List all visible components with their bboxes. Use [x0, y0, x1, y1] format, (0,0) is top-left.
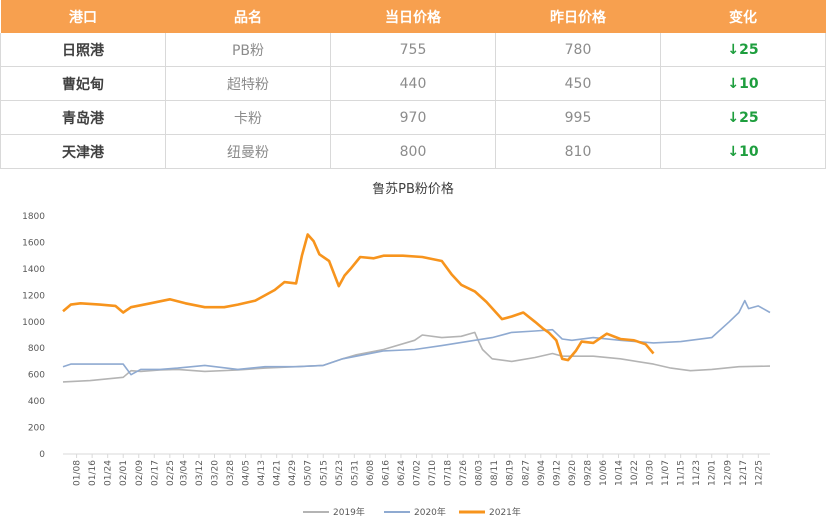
price-table: 港口 品名 当日价格 昨日价格 变化 日照港 PB粉 755 780 ↓25 曹…: [0, 0, 826, 169]
header-change: 变化: [660, 0, 826, 33]
legend-label: 2020年: [414, 506, 446, 518]
x-tick-label: 10/22: [630, 460, 640, 486]
cell-port: 日照港: [0, 33, 166, 67]
cell-change: ↓10: [660, 134, 826, 169]
cell-today: 800: [330, 134, 496, 169]
x-tick-label: 08/11: [490, 460, 500, 486]
y-tick-label: 1800: [22, 212, 45, 222]
cell-port: 曹妃甸: [0, 66, 166, 101]
x-tick-label: 09/04: [537, 460, 547, 486]
y-tick-label: 1200: [22, 291, 45, 301]
cell-port: 天津港: [0, 134, 166, 169]
header-port: 港口: [0, 0, 166, 33]
x-tick-label: 03/20: [211, 460, 221, 486]
x-tick-label: 08/03: [475, 460, 485, 486]
cell-yesterday: 450: [495, 66, 661, 101]
cell-today: 440: [330, 66, 496, 101]
y-tick-label: 1400: [22, 265, 45, 275]
table-row: 日照港 PB粉 755 780 ↓25: [0, 33, 826, 67]
x-tick-label: 07/18: [444, 460, 454, 486]
cell-product: 卡粉: [165, 100, 331, 135]
legend-label: 2019年: [333, 506, 365, 518]
x-tick-label: 05/31: [350, 460, 360, 486]
x-tick-label: 12/25: [754, 460, 764, 486]
y-tick-label: 200: [28, 424, 45, 434]
series-line-1: [62, 331, 771, 383]
x-tick-label: 07/26: [459, 460, 469, 486]
cell-change: ↓25: [660, 33, 826, 67]
header-yesterday-price: 昨日价格: [495, 0, 661, 33]
x-tick-label: 03/12: [195, 460, 205, 486]
table-header-row: 港口 品名 当日价格 昨日价格 变化: [0, 0, 826, 33]
x-tick-label: 09/12: [552, 460, 562, 486]
x-tick-label: 05/15: [319, 460, 329, 486]
plot-area: [62, 233, 771, 383]
table-row: 曹妃甸 超特粉 440 450 ↓10: [0, 66, 826, 101]
series-line-3: [62, 233, 655, 362]
x-tick-label: 04/29: [288, 460, 298, 486]
table-row: 青岛港 卡粉 970 995 ↓25: [0, 100, 826, 135]
y-tick-label: 1000: [22, 318, 45, 328]
x-tick-label: 08/19: [506, 460, 516, 486]
x-tick-label: 02/09: [135, 460, 145, 486]
y-tick-label: 800: [28, 344, 45, 354]
x-tick-label: 06/24: [397, 460, 407, 486]
x-tick-label: 04/05: [242, 460, 252, 486]
y-tick-label: 600: [28, 371, 45, 381]
x-tick-label: 10/14: [615, 460, 625, 486]
x-tick-label: 07/10: [428, 460, 438, 486]
x-tick-label: 11/07: [661, 460, 671, 486]
chart-title: 鲁苏PB粉价格: [372, 181, 454, 197]
x-tick-label: 07/02: [413, 460, 423, 486]
y-tick-label: 400: [28, 397, 45, 407]
y-axis: 0 200 400 600 800 1000 1200 1400 1600 1800: [22, 212, 45, 460]
y-tick-label: 1600: [22, 238, 45, 248]
cell-change: ↓10: [660, 66, 826, 101]
y-tick-label: 0: [39, 450, 45, 460]
x-tick-label: 08/27: [521, 460, 531, 486]
x-tick-label: 06/08: [366, 460, 376, 486]
chart-legend: 2019年 2020年 2021年: [303, 506, 521, 518]
x-tick-label: 11/15: [677, 460, 687, 486]
x-tick-label: 09/20: [568, 460, 578, 486]
x-tick-label: 04/13: [257, 460, 267, 486]
x-tick-label: 05/07: [304, 460, 314, 486]
x-tick-label: 11/23: [692, 460, 702, 486]
x-tick-label: 06/16: [381, 460, 391, 486]
x-tick-label: 10/06: [599, 460, 609, 486]
x-tick-label: 10/30: [646, 460, 656, 486]
x-tick-label: 02/25: [166, 460, 176, 486]
x-tick-label: 04/21: [273, 460, 283, 486]
x-tick-label: 09/28: [583, 460, 593, 486]
table-row: 天津港 纽曼粉 800 810 ↓10: [0, 134, 826, 169]
cell-change: ↓25: [660, 100, 826, 135]
x-tick-label: 05/23: [335, 460, 345, 486]
cell-product: 超特粉: [165, 66, 331, 101]
price-chart: 鲁苏PB粉价格 0 200 400 600 800 1000 1200 1400 1600 180…: [22, 181, 771, 518]
cell-yesterday: 780: [495, 33, 661, 67]
legend-label: 2021年: [489, 506, 521, 518]
x-tick-label: 01/16: [88, 460, 98, 486]
x-axis: 01/08 01/16 01/24 02/01 02/09 02/17 02/25 03/04…: [63, 453, 770, 486]
cell-product: PB粉: [165, 33, 331, 67]
header-today-price: 当日价格: [330, 0, 496, 33]
cell-yesterday: 810: [495, 134, 661, 169]
series-line-2: [62, 299, 771, 376]
cell-product: 纽曼粉: [165, 134, 331, 169]
x-tick-label: 02/17: [150, 460, 160, 486]
x-tick-label: 02/01: [119, 460, 129, 486]
x-tick-label: 03/04: [179, 460, 189, 486]
x-tick-label: 01/08: [73, 460, 83, 486]
cell-port: 青岛港: [0, 100, 166, 135]
x-tick-label: 12/01: [708, 460, 718, 486]
header-product: 品名: [165, 0, 331, 33]
cell-today: 970: [330, 100, 496, 135]
x-tick-label: 01/24: [104, 460, 114, 486]
cell-yesterday: 995: [495, 100, 661, 135]
x-tick-label: 12/17: [739, 460, 749, 486]
x-tick-label: 03/28: [226, 460, 236, 486]
x-tick-label: 12/09: [723, 460, 733, 486]
cell-today: 755: [330, 33, 496, 67]
